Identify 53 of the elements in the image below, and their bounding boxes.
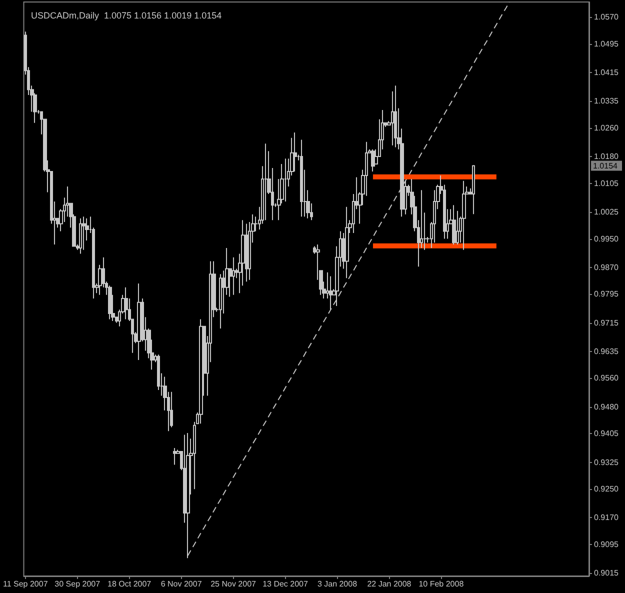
y-tick-label: 0.9250 [594,484,620,494]
y-tick-label: 0.9870 [594,262,620,272]
text: USDCADm,Daily 1.0075 1.0156 1.0019 1.0154 [31,10,222,20]
candlestick [79,218,82,254]
y-tick-label: 1.0180 [594,152,620,161]
candlestick [173,447,177,466]
candlestick [124,286,128,320]
candlestick [264,143,268,221]
x-tick-label: 13 Dec 2007 [262,580,308,588]
y-tick-label: 0.9480 [594,402,620,412]
y-tick-label: 0.9635 [594,346,620,356]
candlestick [462,180,466,250]
y-tick-label: 0.9950 [594,234,620,244]
y-tick-label: 0.9170 [594,513,620,522]
candlestick [329,276,332,310]
x-tick-label: 11 Sep 2007 [2,580,48,588]
y-tick-label: 0.9405 [594,429,620,438]
candlestick [137,282,141,360]
y-tick-label: 1.0495 [594,39,620,48]
y-tick-label: 0.9015 [594,568,620,578]
candlestick [293,132,297,172]
y-tick-label: 1.0415 [594,68,620,77]
candlestick [232,256,235,296]
y-tick-label: 1.0025 [594,207,620,216]
y-tick-label: 0.9715 [594,318,620,328]
candlestick [284,158,287,202]
candlestick [245,223,248,282]
y-tick-label: 0.9560 [594,374,620,383]
candlestick [219,274,222,330]
candlestick [108,285,112,320]
x-tick-label: 22 Jan 2008 [367,580,412,588]
y-tick-label: 0.9795 [594,290,620,299]
x-tick-label: 10 Feb 2008 [418,580,464,588]
y-tick-label: 1.0570 [594,12,620,22]
x-tick-label: 3 Jan 2008 [317,580,358,588]
candlestick [394,85,397,148]
candlestick [345,206,349,279]
candlestick [371,148,375,172]
candlestick [170,391,173,428]
candlestick [452,204,456,245]
y-tick-label: 0.9325 [594,458,620,467]
x-tick-label: 25 Nov 2007 [210,580,257,588]
x-tick-label: 18 Oct 2007 [108,580,152,588]
x-tick-label: 30 Sep 2007 [54,580,101,588]
candlestick [472,164,475,215]
text: 1.0154 [593,161,618,170]
y-tick-label: 0.9095 [594,540,620,550]
candlestick [300,139,303,218]
y-tick-label: 1.0260 [594,123,620,132]
candlestick [82,216,86,250]
y-tick-label: 1.0335 [594,96,620,106]
y-tick-label: 1.0105 [594,178,620,188]
x-tick-label: 6 Nov 2007 [160,580,202,588]
